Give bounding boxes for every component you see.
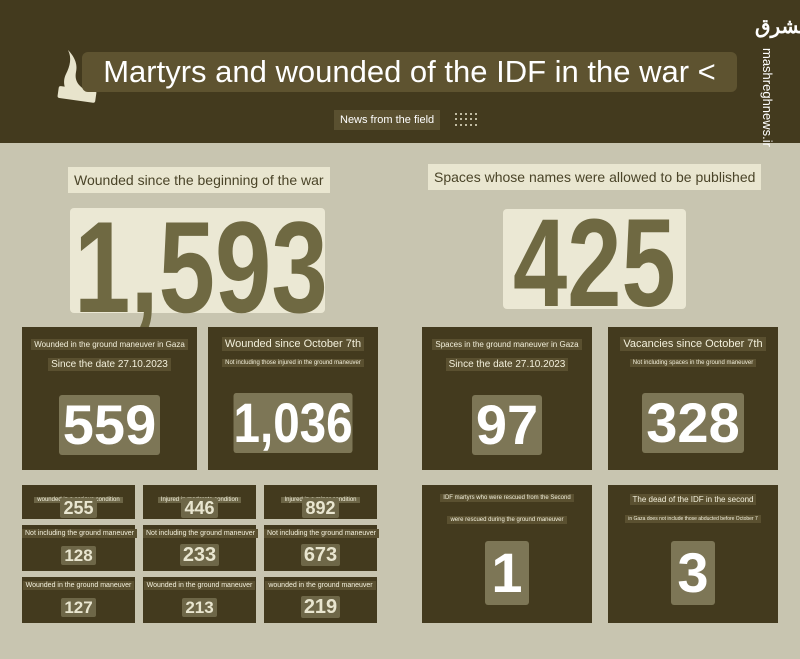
dead-value: 3 [671,541,715,605]
grid-caption: wounded in the ground maneuver [265,581,376,590]
grid-cell: wounded in the ground maneuver 219 [264,577,377,623]
grid-value: 673 [300,544,341,566]
panel-subtitle: were rescued during the ground maneuver [447,516,567,524]
panel-subtitle: in Gaza does not include those abducted … [625,515,761,523]
grid-cell: Injured in moderate condition 446 [143,485,256,519]
grid-cell: Not including the ground maneuver 233 [143,525,258,571]
dead-panel: The dead of the IDF in the second in Gaz… [608,485,778,623]
grid-caption: Not including the ground maneuver [143,529,258,538]
site-url: mashreghnews.ir [760,48,775,147]
spaces-ground-panel: Spaces in the ground maneuver in Gaza Si… [422,327,592,470]
wounded-heading: Wounded since the beginning of the war [68,167,330,193]
panel-title: Wounded in the ground maneuver in Gaza [31,339,188,350]
header-banner: Martyrs and wounded of the IDF in the wa… [0,0,800,147]
spaces-october-value: 328 [642,393,744,453]
panel-title: IDF martyrs who were rescued from the Se… [440,494,574,502]
news-tag: News from the field [334,110,441,130]
grid-caption: Wounded in the ground maneuver [22,581,135,590]
grid-cell: Wounded in the ground maneuver 127 [22,577,135,623]
grid-value: 219 [300,596,341,618]
grid-cell: Not including the ground maneuver 673 [264,525,379,571]
grid-caption: Wounded in the ground maneuver [143,581,256,590]
panel-title: Vacancies since October 7th [620,337,766,351]
panel-subtitle: Since the date 27.10.2023 [445,358,569,371]
panel-subtitle: Not including those injured in the groun… [222,359,364,367]
grid-value: 213 [182,598,217,617]
spaces-total-box: 425 [503,201,686,326]
site-logo: مشرق [755,16,800,38]
grid-caption: Not including the ground maneuver [264,529,379,538]
wounded-october-value: 1,036 [233,391,353,454]
grid-cell: wounded in a serious condition 255 [22,485,135,519]
dots-icon [455,113,477,127]
panel-subtitle: Not including spaces in the ground maneu… [629,359,757,367]
grid-value: 128 [61,546,96,565]
rescued-value: 1 [485,541,529,605]
grid-value: 127 [61,598,96,617]
spaces-total: 425 [513,194,676,333]
wounded-october-panel: Wounded since October 7th Not including … [208,327,378,470]
page-title: Martyrs and wounded of the IDF in the wa… [103,54,716,89]
panel-subtitle: Since the date 27.10.2023 [48,358,171,371]
title-box: Martyrs and wounded of the IDF in the wa… [82,52,737,92]
grid-cell: Wounded in the ground maneuver 213 [143,577,256,623]
grid-value: 255 [60,498,97,518]
grid-caption: Not including the ground maneuver [22,529,137,538]
wounded-ground-value: 559 [58,395,161,455]
panel-title: Wounded since October 7th [221,337,365,351]
grid-cell: Injured in a minor condition 892 [264,485,377,519]
panel-title: The dead of the IDF in the second [629,494,757,505]
panel-title: Spaces in the ground maneuver in Gaza [432,339,582,350]
spaces-ground-value: 97 [471,395,543,455]
grid-value: 233 [179,544,220,566]
grid-cell: Not including the ground maneuver 128 [22,525,137,571]
wounded-total: 1,593 [74,194,328,340]
grid-value: 446 [181,498,218,518]
wounded-ground-panel: Wounded in the ground maneuver in Gaza S… [22,327,197,470]
wounded-total-box: 1,593 [70,202,328,332]
grid-value: 892 [302,498,339,518]
spaces-heading: Spaces whose names were allowed to be pu… [428,164,762,190]
spaces-october-panel: Vacancies since October 7th Not includin… [608,327,778,470]
rescued-panel: IDF martyrs who were rescued from the Se… [422,485,592,623]
